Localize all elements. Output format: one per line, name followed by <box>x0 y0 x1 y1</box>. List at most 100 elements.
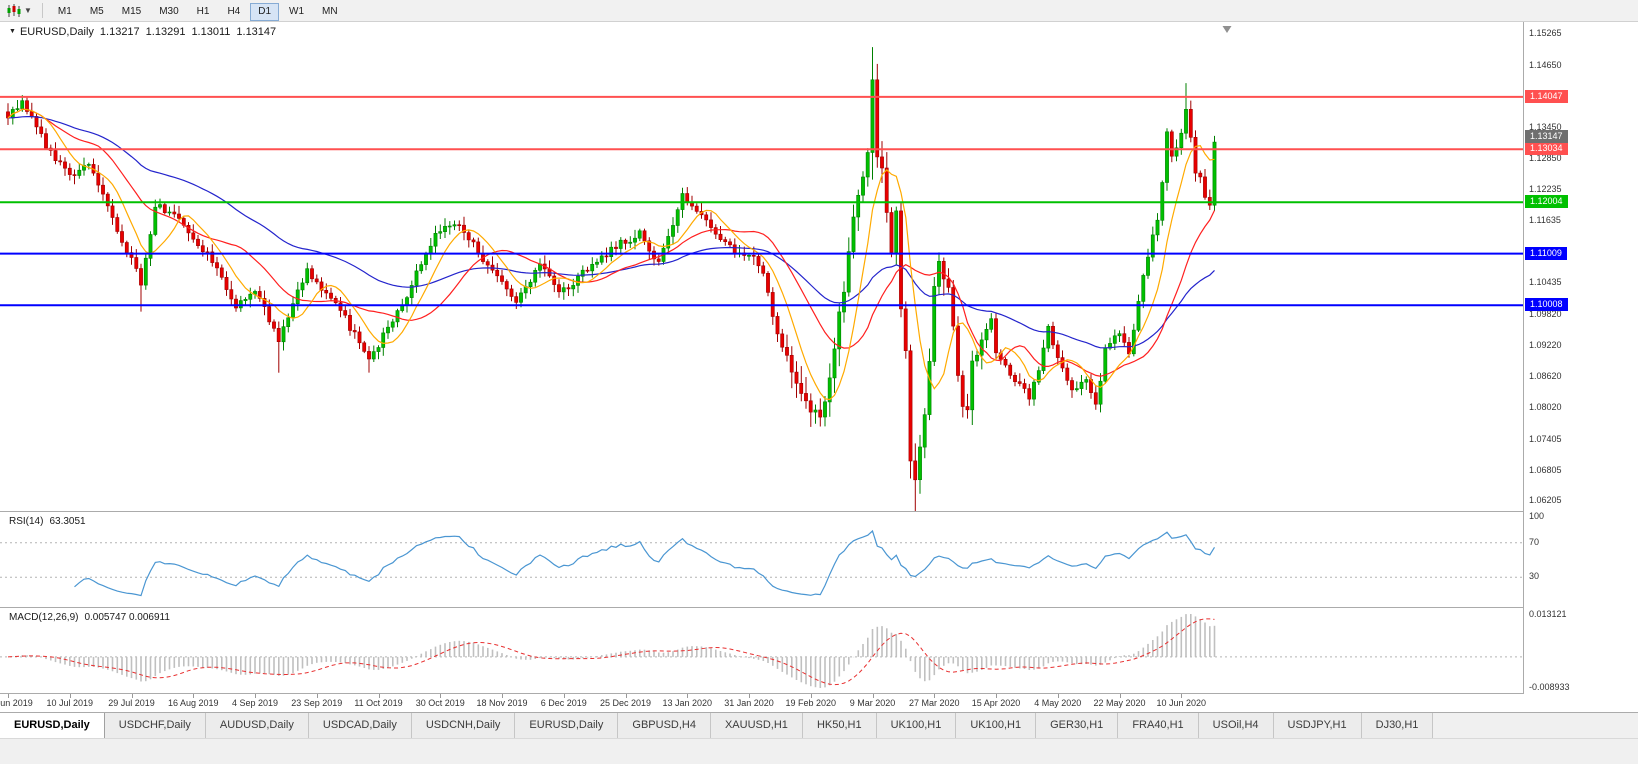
chart-title: ▼ EURUSD,Daily 1.13217 1.13291 1.13011 1.1314… <box>9 26 276 38</box>
time-axis-tick <box>934 694 936 698</box>
time-axis-label: 10 Jun 2020 <box>1156 698 1207 708</box>
rsi-axis-label: 100 <box>1529 511 1545 521</box>
ohlc-low: 1.13011 <box>191 26 231 38</box>
axis-tick-label: 1.07405 <box>1529 433 1562 444</box>
timeframe-toolbar: ▼ M1 M5 M15 M30 H1 H4 D1 W1 MN <box>0 0 1638 22</box>
rsi-plot[interactable] <box>0 512 1638 608</box>
chart-tab[interactable]: USOil,H4 <box>1198 713 1274 738</box>
rsi-title: RSI(14) 63.3051 <box>9 516 86 527</box>
timeframe-button-m5[interactable]: M5 <box>82 3 112 21</box>
axis-tick-label: 1.12850 <box>1529 152 1562 163</box>
chart-type-icon[interactable] <box>6 3 22 18</box>
price-level-label: 1.12004 <box>1525 195 1568 209</box>
current-price-label: 1.13147 <box>1525 130 1568 144</box>
price-level-label: 1.10008 <box>1525 298 1568 312</box>
price-chart-panel[interactable]: ▼ EURUSD,Daily 1.13217 1.13291 1.13011 1.1314… <box>0 22 1638 512</box>
axis-tick-label: 1.13450 <box>1529 121 1562 132</box>
chart-shift-marker <box>1222 26 1232 33</box>
rsi-axis-label: 70 <box>1529 536 1540 547</box>
chart-type-dropdown-caret-icon[interactable]: ▼ <box>24 6 32 15</box>
time-axis-tick <box>687 694 689 698</box>
time-axis-tick <box>1119 694 1121 698</box>
time-axis-label: 31 Jan 2020 <box>724 698 774 708</box>
time-axis-tick <box>440 694 442 698</box>
time-axis-tick <box>131 694 133 698</box>
price-axis: 1.15265 1.14650 1.13450 1.12850 1.12235 1.116… <box>1523 22 1638 694</box>
chart-tab[interactable]: USDCHF,Daily <box>104 713 206 738</box>
timeframe-button-h4[interactable]: H4 <box>219 3 248 21</box>
timeframe-button-m30[interactable]: M30 <box>151 3 186 21</box>
chart-tab[interactable]: EURUSD,Daily <box>0 713 105 738</box>
time-axis-label: 10 Jul 2019 <box>46 698 94 708</box>
chart-tab[interactable]: FRA40,H1 <box>1118 713 1199 738</box>
macd-name: MACD(12,26,9) <box>9 612 79 623</box>
panel-resize-separator[interactable] <box>0 693 1638 694</box>
time-axis-label: 21 Jun 2019 <box>0 698 33 708</box>
chart-tab[interactable]: GBPUSD,H4 <box>618 713 711 738</box>
time-axis-tick <box>502 694 503 698</box>
chart-tabs-bar: EURUSD,Daily USDCHF,Daily AUDUSD,Daily USDC… <box>0 712 1638 738</box>
timeframe-button-m15[interactable]: M15 <box>114 3 149 21</box>
time-axis-tick <box>8 694 9 698</box>
status-strip <box>0 738 1638 764</box>
macd-title: MACD(12,26,9) 0.005747 0.006911 <box>9 612 170 623</box>
chart-tab[interactable]: AUDUSD,Daily <box>205 713 309 738</box>
candlestick-chart[interactable] <box>0 22 1638 512</box>
panel-resize-separator[interactable] <box>0 607 1638 608</box>
time-axis-tick <box>1057 694 1059 698</box>
chart-tab[interactable]: HK50,H1 <box>802 713 877 738</box>
time-axis-tick <box>69 694 71 698</box>
time-axis-label: 19 Feb 2020 <box>785 698 837 708</box>
rsi-name: RSI(14) <box>9 516 44 527</box>
chart-tab[interactable]: EURUSD,Daily <box>515 713 619 738</box>
time-axis-tick <box>193 694 195 698</box>
time-axis-label: 23 Sep 2019 <box>291 698 343 708</box>
axis-tick-label: 1.06805 <box>1529 464 1562 475</box>
macd-indicator-panel[interactable]: MACD(12,26,9) 0.005747 0.006911 <box>0 608 1638 694</box>
axis-tick-label: 1.15265 <box>1529 28 1562 39</box>
macd-axis-max-label: 0.013121 <box>1529 609 1567 619</box>
chart-tab[interactable]: USDJPY,H1 <box>1273 713 1362 738</box>
ohlc-close: 1.13147 <box>236 26 277 38</box>
chart-tab[interactable]: XAUUSD,H1 <box>710 713 803 738</box>
time-axis-label: 4 May 2020 <box>1034 698 1082 708</box>
symbol-dropdown-caret-icon[interactable]: ▼ <box>9 28 16 35</box>
time-axis-label: 30 Oct 2019 <box>415 698 465 708</box>
chart-tab[interactable]: USDCAD,Daily <box>308 713 412 738</box>
time-axis-label: 11 Oct 2019 <box>354 698 403 708</box>
chart-tab[interactable]: UK100,H1 <box>876 713 957 738</box>
axis-tick-label: 1.09820 <box>1529 309 1562 319</box>
timeframe-button-mn[interactable]: MN <box>314 3 346 21</box>
rsi-indicator-panel[interactable]: RSI(14) 63.3051 <box>0 512 1638 608</box>
axis-tick-label: 1.12235 <box>1529 184 1562 195</box>
chart-tab[interactable]: GER30,H1 <box>1036 713 1119 738</box>
chart-tab[interactable]: DJ30,H1 <box>1361 713 1434 738</box>
time-axis-tick <box>255 694 256 698</box>
macd-axis-min-label: -0.008933 <box>1529 682 1570 692</box>
panel-resize-separator[interactable] <box>0 511 1638 512</box>
chart-tab[interactable]: UK100,H1 <box>956 713 1037 738</box>
time-axis-label: 9 Mar 2020 <box>849 698 896 708</box>
timeframe-button-d1[interactable]: D1 <box>250 2 280 21</box>
time-axis-label: 4 Sep 2019 <box>231 698 279 708</box>
price-level-label: 1.13034 <box>1525 142 1568 156</box>
axis-tick-label: 1.06205 <box>1529 495 1562 506</box>
macd-plot[interactable] <box>0 608 1638 694</box>
ohlc-high: 1.13291 <box>145 26 186 38</box>
time-axis-tick <box>872 694 874 698</box>
time-axis-tick <box>378 694 380 698</box>
timeframe-button-h1[interactable]: H1 <box>189 3 218 21</box>
time-axis-label: 6 Dec 2019 <box>540 698 587 708</box>
time-axis-tick <box>749 694 750 698</box>
time-axis-tick <box>1181 694 1183 698</box>
time-axis-label: 16 Aug 2019 <box>168 698 219 708</box>
timeframe-button-w1[interactable]: W1 <box>281 3 312 21</box>
axis-tick-label: 1.08020 <box>1529 401 1562 412</box>
time-axis-tick <box>563 694 565 698</box>
rsi-value: 63.3051 <box>49 516 86 527</box>
time-axis-label: 22 May 2020 <box>1093 698 1146 708</box>
time-axis-label: 25 Dec 2019 <box>599 698 652 708</box>
chart-tab[interactable]: USDCNH,Daily <box>411 713 516 738</box>
timeframe-button-m1[interactable]: M1 <box>50 3 80 21</box>
